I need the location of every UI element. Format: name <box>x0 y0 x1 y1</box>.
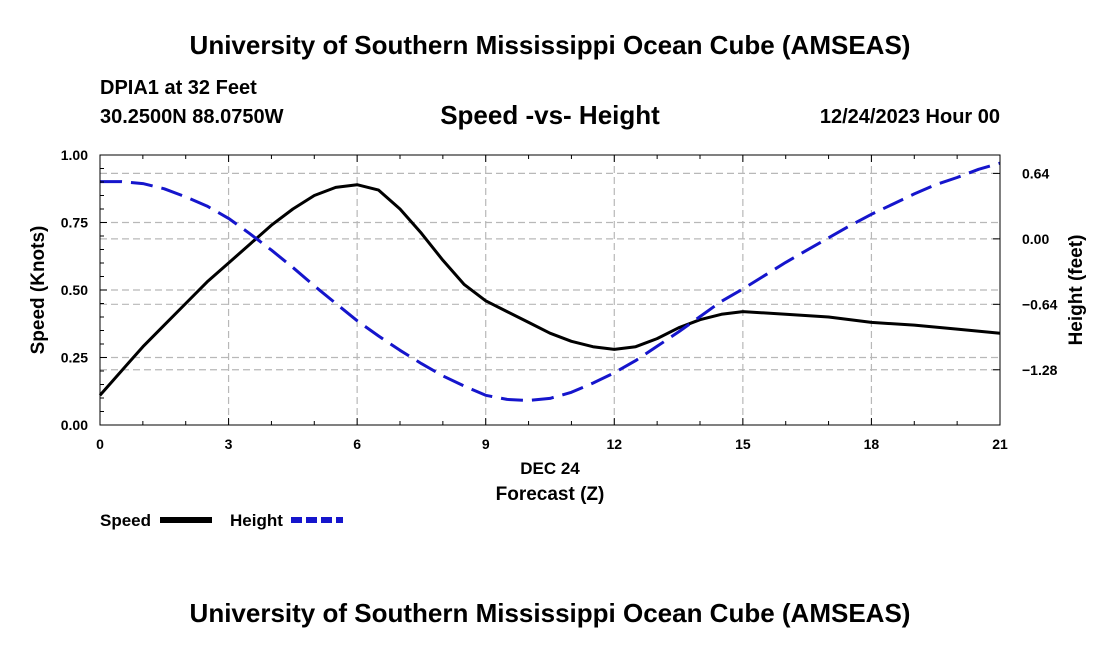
x-tick-label: 18 <box>864 436 880 452</box>
y-tick-label: 1.00 <box>61 147 88 163</box>
axis-layer: 0 3 6 9 12 15 18 21 0.00 0.25 0.50 0.75 1.00 −1.28 −0.… <box>61 147 1058 452</box>
x-tick-label: 9 <box>482 436 490 452</box>
y-tick-label: 0.25 <box>61 350 88 366</box>
x-axis-label: Forecast (Z) <box>496 484 605 505</box>
y2-axis-label: Height (feet) <box>1066 235 1087 346</box>
y-axis-label: Speed (Knots) <box>28 226 49 355</box>
series-line-speed <box>98 183 1001 397</box>
chart-subtitle: Speed -vs- Height <box>440 100 660 130</box>
series-layer <box>98 161 1001 402</box>
y2-tick-label: −1.28 <box>1022 362 1058 378</box>
x-tick-label: 21 <box>992 436 1008 452</box>
station-coordinates: 30.2500N 88.0750W <box>100 106 284 128</box>
footer-title: University of Southern Mississippi Ocean… <box>189 598 911 628</box>
legend: Speed Height <box>100 511 343 530</box>
y-tick-label: 0.50 <box>61 282 88 298</box>
x-tick-label: 6 <box>353 436 361 452</box>
chart-title: University of Southern Mississippi Ocean… <box>189 30 911 60</box>
forecast-datetime: 12/24/2023 Hour 00 <box>819 106 1000 128</box>
series-line-height <box>100 161 1001 402</box>
x-tick-label: 3 <box>225 436 233 452</box>
y-tick-label: 0.75 <box>61 215 88 231</box>
y-tick-label: 0.00 <box>61 417 88 433</box>
legend-speed-label: Speed <box>100 511 151 530</box>
x-tick-label: 15 <box>735 436 751 452</box>
y2-tick-label: −0.64 <box>1022 296 1058 312</box>
grid-layer <box>100 155 1000 425</box>
legend-height-label: Height <box>230 511 283 530</box>
y2-tick-label: 0.00 <box>1022 231 1049 247</box>
x-tick-label: 0 <box>96 436 104 452</box>
station-label: DPIA1 at 32 Feet <box>100 77 257 99</box>
x-axis-date-label: DEC 24 <box>520 459 580 478</box>
x-tick-label: 12 <box>606 436 622 452</box>
y2-tick-label: 0.64 <box>1022 165 1049 181</box>
